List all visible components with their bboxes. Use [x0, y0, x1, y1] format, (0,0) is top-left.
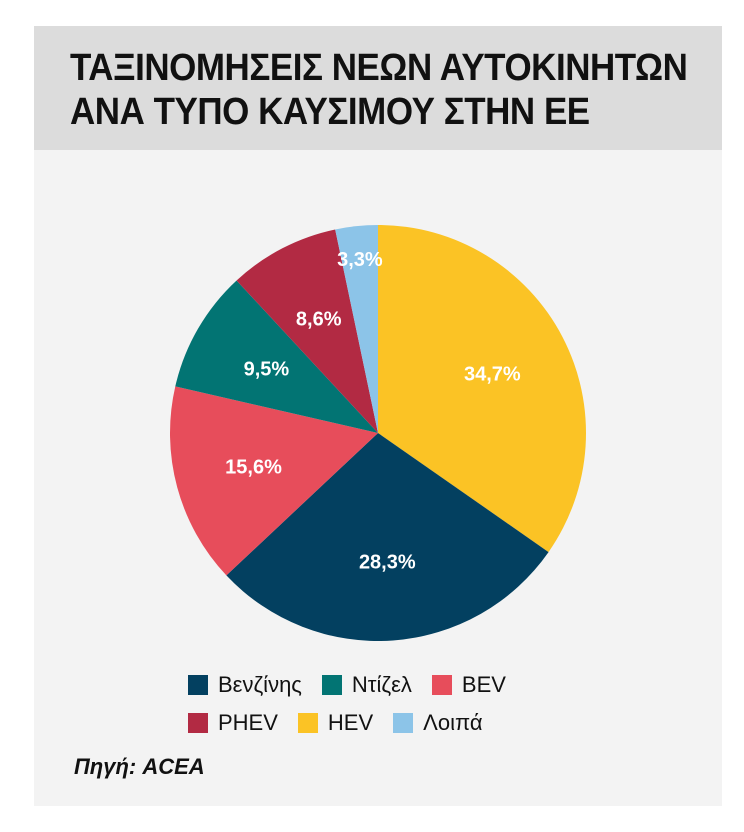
legend-swatch-phev — [188, 713, 208, 733]
legend-swatch-hev — [297, 713, 318, 733]
pie-chart: 34,7% 28,3% 15,6% 9,5% 8,6% 3,3% — [170, 225, 586, 641]
pie-slice-petrol — [226, 433, 549, 641]
legend-row-2: PHEV HEV Λοιπά — [188, 704, 608, 742]
legend-label-bev: BEV — [461, 672, 506, 697]
legend-item-diesel: Ντίζελ — [321, 672, 412, 698]
legend-item-phev: PHEV — [188, 710, 278, 736]
pie-slice-phev — [236, 229, 378, 433]
pie-label-petrol: 28,3% — [359, 552, 416, 574]
legend-item-other: Λοιπά — [393, 710, 483, 736]
legend-swatch-diesel — [321, 675, 342, 695]
pie-label-phev: 8,6% — [296, 308, 342, 330]
chart-card: ΤΑΞΙΝΟΜΗΣΕΙΣ ΝΕΩΝ ΑΥΤΟΚΙΝΗΤΩΝ ΑΝΑ ΤΥΠΟ Κ… — [34, 26, 722, 806]
pie-slice-bev — [170, 386, 378, 576]
legend-label-hev: HEV — [327, 710, 374, 735]
legend: Βενζίνης Ντίζελ BEV PHEV HEV Λοιπά — [188, 666, 608, 742]
legend-item-bev: BEV — [431, 672, 506, 698]
title-banner: ΤΑΞΙΝΟΜΗΣΕΙΣ ΝΕΩΝ ΑΥΤΟΚΙΝΗΤΩΝ ΑΝΑ ΤΥΠΟ Κ… — [34, 26, 722, 150]
legend-label-petrol: Βενζίνης — [218, 672, 302, 697]
legend-swatch-petrol — [188, 675, 208, 695]
legend-label-other: Λοιπά — [423, 710, 483, 735]
pie-label-diesel: 9,5% — [244, 358, 290, 380]
legend-label-diesel: Ντίζελ — [351, 672, 412, 697]
chart-title-line-2: ΑΝΑ ΤΥΠΟ ΚΑΥΣΙΜΟΥ ΣΤΗΝ ΕΕ — [70, 91, 590, 133]
legend-row-1: Βενζίνης Ντίζελ BEV — [188, 666, 608, 704]
pie-slice-hev — [378, 225, 586, 553]
chart-title-line-1: ΤΑΞΙΝΟΜΗΣΕΙΣ ΝΕΩΝ ΑΥΤΟΚΙΝΗΤΩΝ — [70, 47, 688, 89]
legend-label-phev: PHEV — [218, 710, 278, 735]
legend-item-petrol: Βενζίνης — [188, 672, 302, 698]
source-note: Πηγή: ACEA — [74, 754, 205, 779]
legend-item-hev: HEV — [297, 710, 374, 736]
pie-slice-other — [335, 225, 378, 433]
legend-swatch-other — [393, 713, 414, 733]
legend-swatch-bev — [431, 675, 452, 695]
pie-label-hev: 34,7% — [464, 363, 521, 385]
pie-label-other: 3,3% — [337, 249, 383, 271]
pie-slice-diesel — [175, 280, 378, 433]
pie-label-bev: 15,6% — [225, 457, 282, 479]
chart-title: ΤΑΞΙΝΟΜΗΣΕΙΣ ΝΕΩΝ ΑΥΤΟΚΙΝΗΤΩΝ ΑΝΑ ΤΥΠΟ Κ… — [70, 46, 688, 134]
